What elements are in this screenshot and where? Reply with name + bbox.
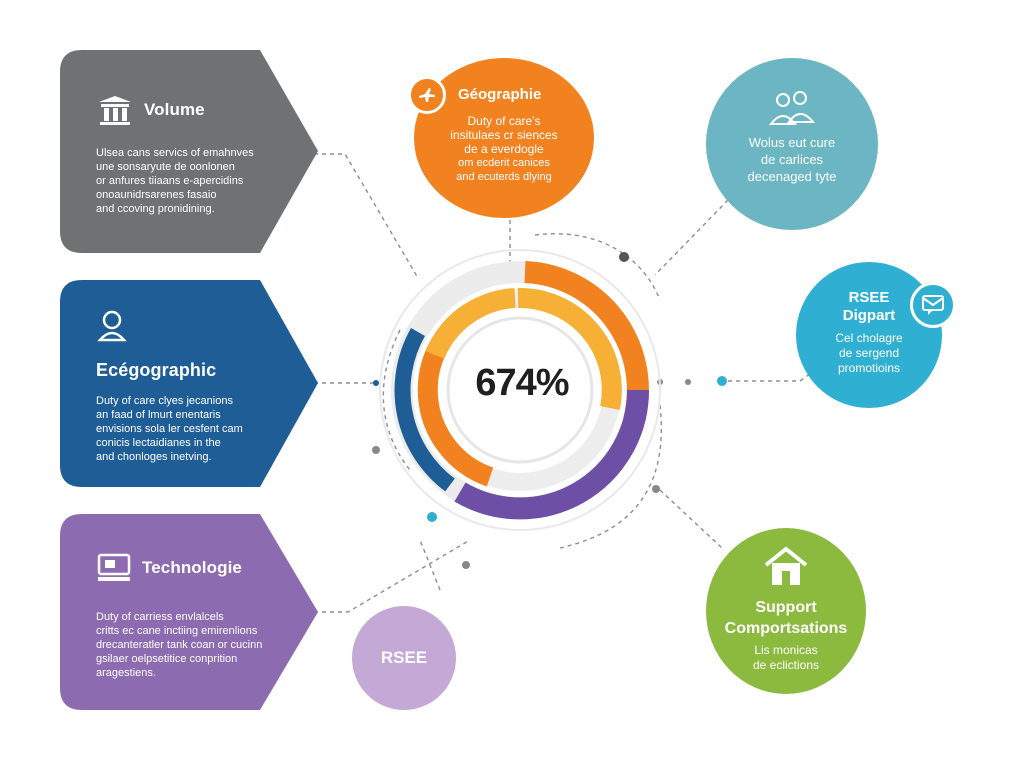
card-technologie-shape [60,514,318,710]
card-technologie-line: critts ec cane inctiing emirenlions [96,625,258,637]
circle-geographie-line: and ecuterds dlying [456,171,552,183]
circle-geographie-line: om ecderit canices [458,157,550,169]
card-volume-line: or anfures tiiaans e-apercidins [96,175,244,187]
circle-volume-care: Wolus eut cure de carlices decenaged tyt… [706,58,878,230]
center-percentage: 674% [475,362,569,404]
circle-geographie-title: Géographie [458,86,542,103]
donut-segment-blue [394,328,455,492]
card-egographic: Ecégographic Duty of care clyes jecanion… [60,280,322,487]
circle-geographie-line: Duty of care's [467,114,541,128]
card-technologie-title: Technologie [142,558,242,577]
donut-segment-yellow [517,287,622,410]
card-egographic-line: envisions sola ler cesfent cam [96,423,243,435]
plane-icon [419,88,435,102]
circle-support-line: Lis monicas [754,643,818,657]
circle-support-subtitle: Comportsations [724,620,848,637]
card-volume-line: Ulsea cans servics of emahnves [96,147,254,159]
card-egographic-shape [60,280,318,487]
circle-support-line: de eclictions [752,658,820,672]
circle-geographie-line: de a everdogle [464,142,544,156]
card-volume-line: and ccoving pronidining. [96,203,215,215]
chat-icon [922,295,944,315]
card-volume: Volume Ulsea cans servics of emahnves un… [60,50,322,253]
circle-rse-line: de sergend [838,345,900,360]
card-volume-line: une sonsaryute de oonlonen [96,161,235,173]
circle-rse-title: RSEE [848,288,890,306]
card-volume-title: Volume [144,100,205,119]
card-egographic-line: conicis lectaidianes in the [96,437,221,449]
circle-rse-badge [910,282,956,328]
card-technologie-line: aragestiens. [96,667,156,679]
circle-volume-care-line: de carlices [760,151,824,167]
circle-volume-care-line: decenaged tyte [747,168,837,184]
circle-rsee-small: RSEE [352,606,456,710]
circle-support: Support Comportsations Lis monicas de ec… [706,528,866,694]
circle-rse-line: promotioins [837,360,901,375]
circle-geographie-content: Géographie Duty of care's insitulaes cr … [408,58,594,218]
person-icon [97,310,127,342]
computer-icon [97,553,131,581]
circle-rse-line: Cel cholagre [835,330,903,345]
building-icon [99,96,131,125]
house-icon [764,546,808,585]
donut-segment-yellow-inner [425,288,516,360]
card-technologie-line: drecanteratler tank coan or cucinn [96,639,263,651]
circle-volume-care-line: Wolus eut cure [748,134,836,150]
card-egographic-line: Duty of care clyes jecanions [96,395,233,407]
circle-support-title: Support [755,599,817,616]
circle-rse: RSEE Digpart Cel cholagre de sergend pro… [796,262,942,408]
center-donut-chart [379,249,661,531]
card-egographic-line: an faad of lmurt enentaris [96,409,221,421]
card-technologie-line: gsilaer oelpsetitice conprition [96,653,238,665]
people-icon [768,90,816,125]
card-egographic-line: and chonloges inetving. [96,451,212,463]
card-volume-line: onoaunidrsarenes fasaio [96,189,217,201]
donut-segment-violet [454,389,650,520]
card-technologie: Technologie Duty of carriess envlalcels … [60,514,322,710]
circle-rse-subtitle: Digpart [842,306,896,324]
circle-rsee-small-title: RSEE [380,648,428,667]
card-egographic-title: Ecégographic [96,360,217,380]
circle-geographie-line: insitulaes cr siences [450,128,558,142]
card-technologie-line: Duty of carriess envlalcels [96,611,224,623]
circle-geographie [414,58,594,218]
